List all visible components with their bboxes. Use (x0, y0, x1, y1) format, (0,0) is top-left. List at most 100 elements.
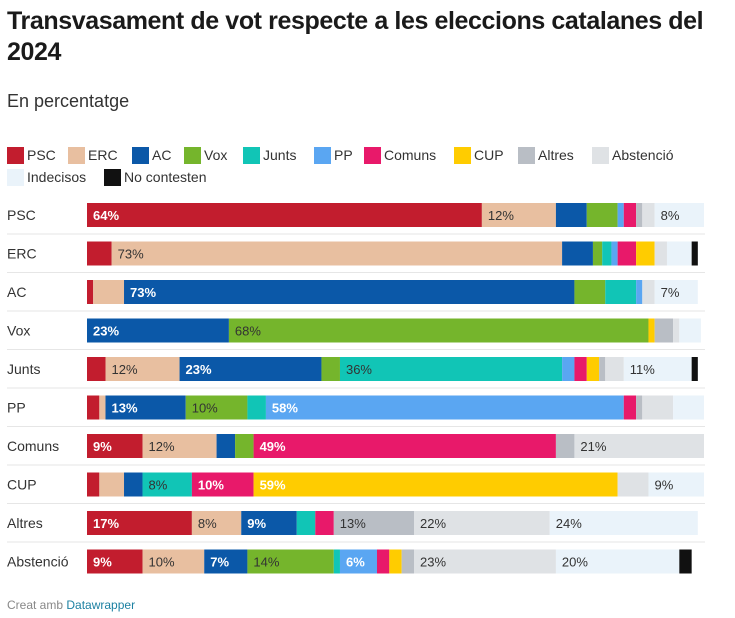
bar-segment-erc-comuns[interactable] (617, 241, 637, 266)
value-label-pp-ac: 13% (112, 401, 138, 416)
bar-segment-ac-vox[interactable] (574, 280, 606, 304)
bar-segment-pp-erc[interactable] (99, 395, 106, 420)
bar-segment-vox-ac[interactable] (87, 318, 229, 343)
bar-segment-pp-junts[interactable] (247, 395, 266, 420)
bar-segment-abstencio-pp[interactable] (339, 549, 377, 574)
bar-segment-cup-indecisos[interactable] (648, 472, 704, 497)
bar-segment-altres-psc[interactable] (87, 511, 192, 535)
bar-segment-erc-ac[interactable] (562, 241, 593, 266)
bar-segment-psc-indecisos[interactable] (654, 203, 704, 227)
bar-segment-cup-cup[interactable] (253, 472, 618, 497)
bar-segment-erc-psc[interactable] (87, 241, 112, 266)
bar-segment-abstencio-ac[interactable] (204, 549, 248, 574)
bar-segment-altres-abstencio[interactable] (414, 511, 550, 535)
bar-segment-pp-ac[interactable] (105, 395, 186, 420)
bar-segment-altres-junts[interactable] (296, 511, 316, 535)
bar-segment-abstencio-psc[interactable] (87, 549, 143, 574)
bar-segment-psc-abstencio[interactable] (642, 203, 655, 227)
bar-segment-ac-pp[interactable] (636, 280, 643, 304)
bar-segment-erc-indecisos[interactable] (666, 241, 692, 266)
bar-segment-psc-vox[interactable] (586, 203, 618, 227)
bar-segment-abstencio-abstencio[interactable] (414, 549, 556, 574)
bar-segment-comuns-vox[interactable] (235, 434, 254, 458)
bar-segment-abstencio-junts[interactable] (333, 549, 340, 574)
value-label-altres-psc: 17% (93, 516, 119, 531)
bar-segment-abstencio-no-contesten[interactable] (679, 549, 692, 574)
bar-segment-cup-abstencio[interactable] (617, 472, 649, 497)
bar-segment-junts-ac[interactable] (179, 357, 322, 381)
bar-segment-psc-altres[interactable] (636, 203, 643, 227)
bar-segment-abstencio-indecisos[interactable] (555, 549, 680, 574)
bar-segment-psc-comuns[interactable] (623, 203, 637, 227)
bar-segment-junts-vox[interactable] (321, 357, 340, 381)
bar-segment-psc-pp[interactable] (617, 203, 624, 227)
bar-segment-ac-ac[interactable] (124, 280, 575, 304)
value-label-vox-ac: 23% (93, 324, 119, 339)
bar-segment-junts-comuns[interactable] (574, 357, 587, 381)
bar-segment-psc-ac[interactable] (555, 203, 587, 227)
bar-segment-cup-comuns[interactable] (191, 472, 254, 497)
bar-segment-cup-erc[interactable] (99, 472, 125, 497)
bar-segment-junts-altres[interactable] (599, 357, 606, 381)
bar-segment-ac-indecisos[interactable] (654, 280, 698, 304)
bar-segment-altres-comuns[interactable] (315, 511, 334, 535)
bar-segment-altres-erc[interactable] (191, 511, 242, 535)
bar-segment-pp-vox[interactable] (185, 395, 248, 420)
bar-segment-junts-erc[interactable] (105, 357, 180, 381)
bar-segment-vox-altres[interactable] (654, 318, 674, 343)
bar-segment-pp-comuns[interactable] (623, 395, 637, 420)
bar-segment-comuns-ac[interactable] (216, 434, 236, 458)
bar-segment-pp-altres[interactable] (636, 395, 643, 420)
chart-title: Transvasament de vot respecte a les elec… (7, 7, 704, 66)
legend-label: Comuns (384, 147, 437, 163)
bar-segment-erc-cup[interactable] (636, 241, 655, 266)
bar-segment-erc-junts[interactable] (602, 241, 612, 266)
bar-segment-vox-vox[interactable] (228, 318, 649, 343)
bar-segment-ac-junts[interactable] (605, 280, 637, 304)
bar-segment-psc-erc[interactable] (481, 203, 556, 227)
bar-segment-junts-junts[interactable] (339, 357, 563, 381)
bar-segment-pp-psc[interactable] (87, 395, 100, 420)
bar-segment-junts-abstencio[interactable] (605, 357, 624, 381)
bar-segment-comuns-altres[interactable] (555, 434, 575, 458)
bar-segment-abstencio-vox[interactable] (247, 549, 334, 574)
bar-segment-ac-psc[interactable] (87, 280, 94, 304)
bar-segment-psc-psc[interactable] (87, 203, 482, 227)
bar-segment-erc-abstencio[interactable] (654, 241, 667, 266)
bar-segment-cup-ac[interactable] (124, 472, 143, 497)
bar-segment-erc-vox[interactable] (592, 241, 603, 266)
bar-segment-altres-indecisos[interactable] (549, 511, 698, 535)
bar-segment-cup-psc[interactable] (87, 472, 100, 497)
bar-segment-junts-no-contesten[interactable] (691, 357, 698, 381)
bar-segment-comuns-abstencio[interactable] (574, 434, 704, 458)
bar-segment-comuns-comuns[interactable] (253, 434, 556, 458)
bar-segment-abstencio-altres[interactable] (401, 549, 415, 574)
bar-segment-erc-erc[interactable] (111, 241, 563, 266)
legend-swatch (454, 146, 471, 164)
bar-segment-comuns-erc[interactable] (142, 434, 217, 458)
bar-segment-abstencio-cup[interactable] (389, 549, 402, 574)
bar-segment-vox-abstencio[interactable] (673, 318, 680, 343)
bar-segment-junts-indecisos[interactable] (623, 357, 692, 381)
bar-segment-vox-cup[interactable] (648, 318, 655, 343)
bar-segment-erc-pp[interactable] (611, 241, 618, 266)
bar-segment-junts-pp[interactable] (562, 357, 575, 381)
bar-segment-altres-ac[interactable] (241, 511, 297, 535)
bar-segment-abstencio-comuns[interactable] (376, 549, 390, 574)
bar-segment-abstencio-erc[interactable] (142, 549, 205, 574)
bar-segment-pp-indecisos[interactable] (673, 395, 704, 420)
datawrapper-link[interactable]: Datawrapper (66, 598, 136, 612)
bar-segment-comuns-psc[interactable] (87, 434, 143, 458)
legend-item-erc: ERC (68, 146, 118, 164)
value-label-cup-cup: 59% (260, 478, 286, 493)
bar-segment-junts-cup[interactable] (586, 357, 600, 381)
bar-segment-altres-altres[interactable] (333, 511, 415, 535)
bar-segment-ac-abstencio[interactable] (642, 280, 655, 304)
bar-segment-cup-junts[interactable] (142, 472, 192, 497)
bar-segment-pp-pp[interactable] (265, 395, 624, 420)
bar-segment-ac-erc[interactable] (93, 280, 125, 304)
bar-segment-vox-indecisos[interactable] (679, 318, 701, 343)
bar-segment-erc-no-contesten[interactable] (691, 241, 698, 266)
bar-segment-junts-psc[interactable] (87, 357, 106, 381)
bar-segment-pp-abstencio[interactable] (642, 395, 674, 420)
